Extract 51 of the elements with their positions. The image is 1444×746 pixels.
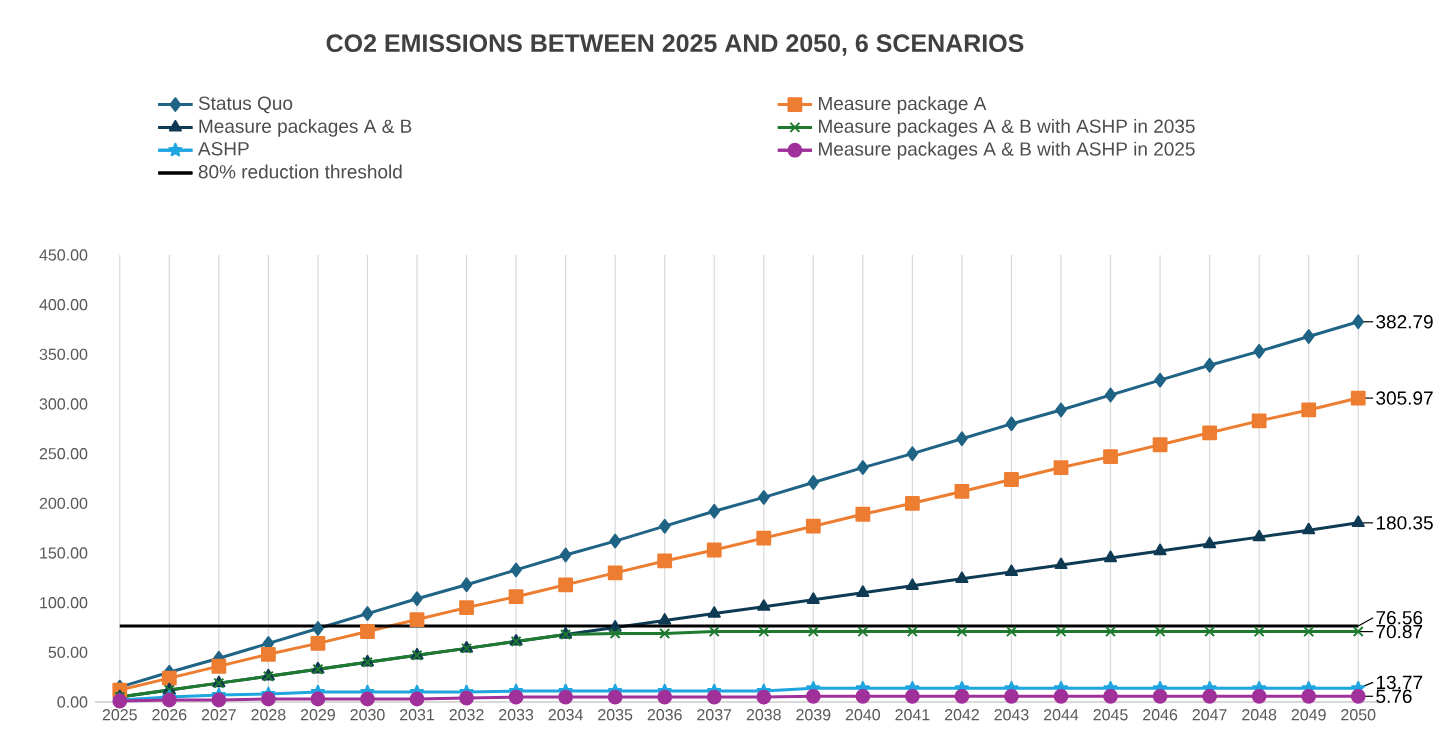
x-tick-label: 2032 (449, 709, 484, 721)
x-tick-label: 2026 (152, 709, 187, 721)
legend-label: Measure package A (819, 96, 987, 114)
chart-title: CO2 EMISSIONS BETWEEN 2025 AND 2050, 6 SCENARIOS (326, 34, 1024, 56)
legend-label: ASHP (197, 142, 249, 156)
x-tick-label: 2035 (598, 709, 633, 721)
data-label: 382.79 (1376, 315, 1433, 329)
x-tick-label: 2029 (300, 709, 335, 721)
y-tick-label: 150.00 (40, 547, 88, 559)
y-tick-label: 50.00 (48, 646, 88, 658)
y-tick-label: 100.00 (40, 597, 88, 609)
legend-label: Measure packages A & B (199, 119, 412, 137)
x-tick-label: 2042 (944, 709, 979, 721)
legend-label: 80% reduction threshold (198, 164, 402, 179)
x-tick-label: 2043 (994, 709, 1029, 721)
x-tick-label: 2028 (251, 709, 286, 721)
x-tick-label: 2027 (201, 709, 236, 721)
data-label: 5.76 (1376, 689, 1412, 704)
y-tick-label: 0.00 (57, 696, 88, 708)
y-tick-label: 300.00 (39, 398, 88, 410)
data-label: 180.35 (1376, 516, 1433, 530)
x-tick-label: 2034 (548, 709, 583, 721)
x-tick-label: 2050 (1341, 709, 1376, 721)
x-tick-label: 2048 (1242, 709, 1277, 721)
x-tick-label: 2040 (845, 709, 881, 721)
x-tick-label: 2045 (1093, 709, 1128, 721)
data-label: 76.56 (1376, 610, 1423, 625)
y-tick-label: 450.00 (39, 249, 88, 261)
x-tick-label: 2049 (1291, 709, 1326, 721)
y-tick-label: 250.00 (39, 448, 88, 460)
x-tick-label: 2046 (1143, 709, 1178, 721)
x-tick-label: 2025 (102, 709, 137, 721)
x-tick-label: 2039 (796, 709, 831, 721)
legend-label: Status Quo (198, 96, 293, 114)
x-tick-label: 2041 (895, 709, 930, 721)
y-tick-label: 350.00 (39, 348, 88, 360)
y-tick-label: 400.00 (39, 299, 88, 311)
x-tick-label: 2038 (746, 709, 781, 721)
data-label: 70.87 (1376, 624, 1423, 639)
x-tick-label: 2047 (1192, 709, 1227, 721)
x-tick-label: 2031 (400, 709, 435, 721)
x-tick-label: 2033 (499, 709, 534, 721)
x-tick-label: 2036 (647, 709, 682, 721)
data-label: 305.97 (1376, 391, 1433, 405)
y-tick-label: 200.00 (39, 497, 88, 509)
data-label: 13.77 (1376, 675, 1423, 690)
x-tick-label: 2030 (350, 709, 385, 721)
legend-label: Measure packages A & B with ASHP in 2035 (819, 119, 1195, 137)
x-tick-label: 2037 (697, 709, 732, 721)
x-tick-label: 2044 (1044, 709, 1079, 721)
legend-label: Measure packages A & B with ASHP in 2025 (819, 141, 1195, 160)
